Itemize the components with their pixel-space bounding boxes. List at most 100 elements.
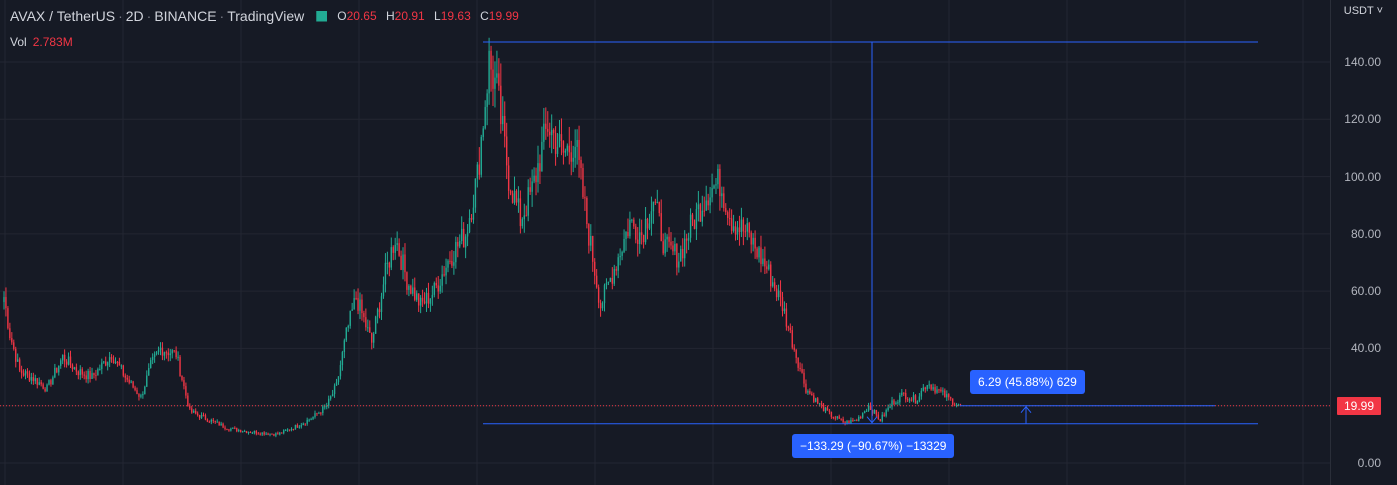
candle-body [654, 201, 657, 203]
candle-body [11, 338, 13, 343]
candle-body [725, 208, 727, 213]
candle-body [648, 223, 651, 229]
candle-body [529, 187, 531, 192]
candle-body [494, 77, 496, 89]
candle-body [570, 152, 572, 162]
candle-body [173, 350, 175, 352]
candle-body [239, 430, 242, 433]
candle-body [116, 361, 119, 363]
candle-body [942, 390, 944, 392]
candle-body [161, 347, 164, 356]
candle-body [595, 275, 598, 288]
candle-body [220, 423, 222, 426]
candle-body [101, 362, 103, 370]
candle-body [425, 292, 428, 304]
candle-body [294, 424, 297, 430]
candle-body [196, 413, 199, 416]
candle-body [959, 404, 962, 406]
candle-body [834, 417, 836, 419]
candle-body [861, 413, 864, 418]
candle-body [419, 297, 422, 306]
candle-body [453, 262, 455, 266]
candle-body [394, 244, 396, 253]
candle-body [34, 378, 36, 382]
candle-body [846, 421, 848, 424]
candle-body [226, 428, 228, 430]
symbol-name[interactable]: AVAX / TetherUS [10, 8, 116, 24]
candle-body [703, 210, 705, 212]
currency-selector[interactable]: USDT ˅ [1343, 5, 1383, 17]
candle-body [584, 197, 586, 199]
candle-body [756, 248, 758, 258]
candle-body [15, 348, 17, 362]
y-tick-label: 0.00 [1357, 456, 1381, 470]
candle-body [206, 419, 209, 422]
candle-body [290, 428, 293, 431]
candle-body [341, 352, 344, 366]
candle-body [488, 50, 490, 94]
candle-body [816, 398, 819, 404]
volume-label: Vol [10, 35, 27, 49]
candle-body [486, 93, 488, 107]
candle-body [18, 359, 21, 371]
candle-body [705, 200, 707, 211]
candle-body [241, 431, 244, 433]
candle-body [304, 423, 306, 425]
candle-body [228, 429, 230, 431]
candle-body [502, 115, 504, 125]
candle-body [492, 69, 494, 89]
candle-body [860, 416, 862, 418]
candle-body [875, 409, 878, 415]
candle-body [230, 428, 232, 431]
candle-body [727, 212, 729, 218]
candle-body [155, 352, 158, 355]
candle-body [500, 85, 502, 125]
candle-body [308, 419, 310, 421]
candle-body [934, 387, 936, 393]
interval[interactable]: 2D [125, 8, 144, 24]
candle-body [877, 414, 880, 420]
measure-down-label: −133.29 (−90.67%) −13329 [792, 433, 955, 458]
candle-body [251, 432, 254, 434]
candle-body [840, 418, 842, 420]
candle-body [359, 299, 361, 311]
candle-body [650, 211, 653, 224]
candle-body [376, 309, 379, 317]
candle-body [797, 357, 799, 368]
candle-body [820, 403, 823, 405]
candle-body [674, 243, 676, 252]
candle-body [54, 367, 56, 378]
candle-body [789, 327, 792, 331]
candle-body [273, 434, 275, 436]
candle-body [224, 427, 226, 429]
candle-body [592, 236, 594, 262]
candle-body [298, 426, 301, 428]
candle-body [114, 361, 117, 364]
candle-body [940, 389, 942, 392]
candle-body [682, 248, 684, 259]
candle-body [519, 198, 522, 227]
candle-body [77, 371, 80, 376]
candle-body [652, 201, 655, 212]
candle-body [732, 226, 735, 231]
candle-body [46, 384, 48, 392]
candle-body [435, 283, 437, 286]
candle-body [128, 379, 130, 383]
measure-tools[interactable] [483, 41, 1258, 425]
candle-body [830, 411, 833, 417]
candle-body [908, 399, 911, 401]
candle-body [715, 184, 717, 186]
candle-body [844, 422, 846, 424]
candle-body [275, 433, 277, 436]
candle-body [770, 264, 772, 287]
candle-body [783, 308, 786, 312]
candle-body [214, 420, 216, 422]
candle-body [71, 364, 74, 370]
candle-body [165, 352, 168, 354]
candle-body [762, 258, 764, 264]
candle-body [472, 207, 475, 220]
candle-body [699, 204, 702, 222]
candle-body [903, 392, 905, 394]
candle-body [191, 408, 193, 413]
